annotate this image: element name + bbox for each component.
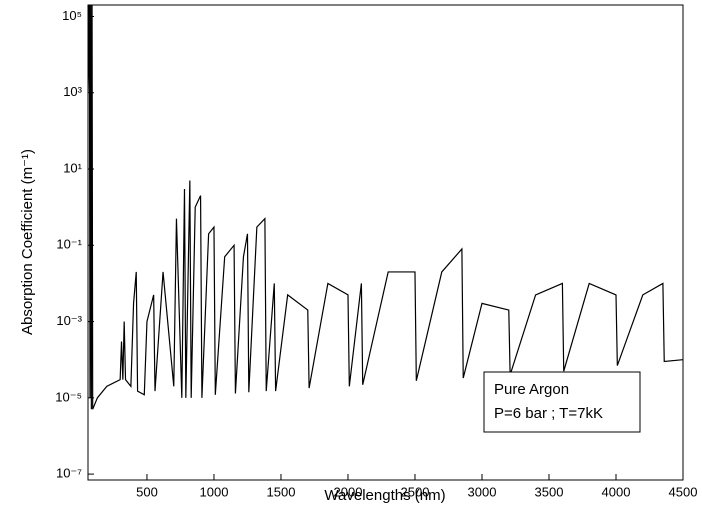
annotation-box xyxy=(483,371,641,433)
plot-frame xyxy=(87,4,684,481)
x-tick-label: 1500 xyxy=(267,484,296,499)
y-tick-label: 10³ xyxy=(63,84,82,99)
annotation: P=6 bar ; T=7kK xyxy=(494,405,603,422)
y-tick-label: 10⁻¹ xyxy=(56,237,82,252)
y-tick-label: 10⁵ xyxy=(62,8,82,23)
spectrum-line xyxy=(88,5,683,410)
y-axis-title: Absorption Coefficient (m⁻¹) xyxy=(19,149,36,335)
y-tick-label: 10¹ xyxy=(63,160,82,175)
x-tick-label: 3000 xyxy=(468,484,497,499)
x-axis-title: Wavelengths (nm) xyxy=(324,487,445,504)
x-tick-label: 3500 xyxy=(535,484,564,499)
x-tick-label: 2000 xyxy=(334,484,363,499)
y-tick-label: 10⁻⁵ xyxy=(55,389,82,404)
x-tick-label: 500 xyxy=(136,484,158,499)
x-tick-label: 4500 xyxy=(669,484,698,499)
y-tick-label: 10⁻⁷ xyxy=(56,466,82,481)
x-tick-label: 2500 xyxy=(401,484,430,499)
x-tick-label: 4000 xyxy=(602,484,631,499)
y-tick-label: 10⁻³ xyxy=(56,313,82,328)
x-tick-label: 1000 xyxy=(200,484,229,499)
annotation: Pure Argon xyxy=(494,381,569,398)
